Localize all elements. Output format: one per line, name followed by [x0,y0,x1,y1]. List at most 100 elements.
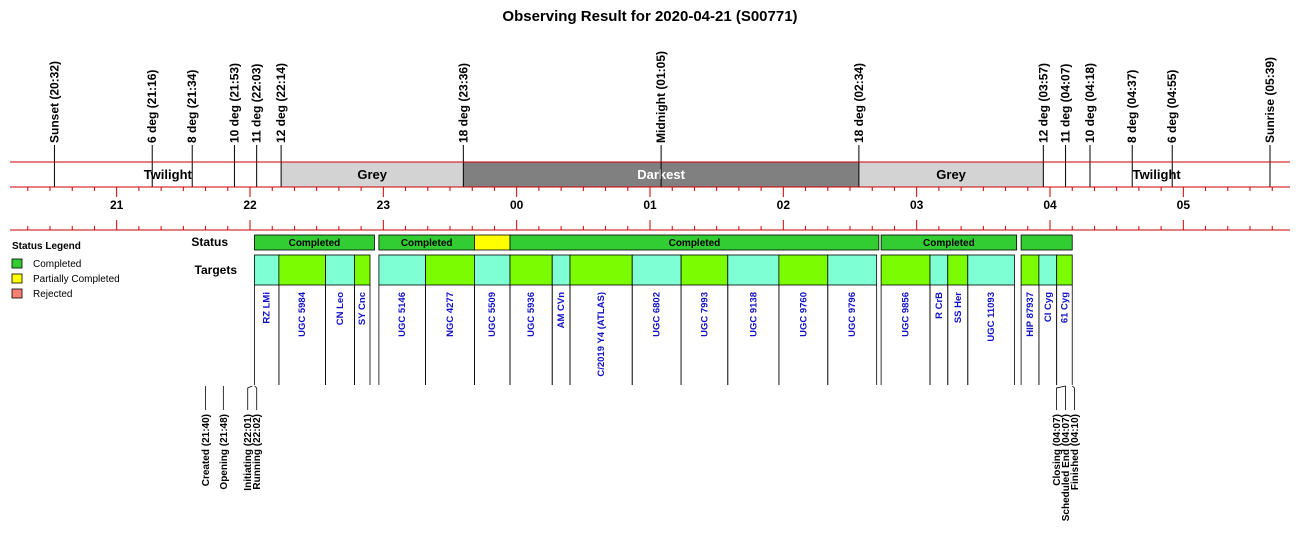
status-segment [509,234,880,251]
sky-band-label: Twilight [1133,167,1182,182]
sky-band-label: Grey [357,167,387,182]
target-block [880,254,931,286]
event-label: 8 deg (04:37) [1125,70,1139,143]
target-name: RZ LMi [262,292,273,324]
event-label: 8 deg (21:34) [185,70,199,143]
target-name: UGC 9760 [798,292,809,337]
status-segment [254,234,375,251]
target-name: R CrB [934,292,945,319]
target-block [1038,254,1058,286]
target-name: UGC 5146 [397,292,408,337]
target-name: CN Leo [335,292,346,325]
target-block [1020,254,1040,286]
twilight-event-markers: Sunset (20:32) 6 deg (21:16) 8 deg (21:34)… [47,51,1277,187]
lifecycle-label: Created (21:40) [201,414,212,486]
target-block [1056,254,1073,286]
lifecycle-label: Running (22:02) [252,414,263,490]
hour-tick-label: 00 [510,198,524,212]
event-label: Sunrise (05:39) [1263,57,1277,143]
sky-band [10,162,55,187]
target-name: UGC 11093 [986,292,997,342]
target-name: UGC 9856 [901,292,912,337]
target-name: UGC 7993 [699,292,710,337]
legend-label: Completed [33,259,81,270]
sky-band-row: Twilight Grey Darkest Grey Twilight [10,162,1290,187]
sky-band [1043,162,1270,187]
event-label: 12 deg (22:14) [274,63,288,143]
target-block [680,254,729,286]
hour-tick-label: 22 [243,198,257,212]
target-name: UGC 9796 [847,292,858,337]
target-block [254,254,280,286]
status-segment [474,234,511,251]
target-block [325,254,355,286]
sky-band-label: Grey [936,167,966,182]
sky-band-label: Twilight [144,167,193,182]
event-label: 6 deg (04:55) [1165,70,1179,143]
lifecycle-markers: Created (21:40) Opening (21:48) Initiating… [201,385,1081,521]
event-label: Midnight (01:05) [654,51,668,143]
sky-band [54,162,282,187]
target-name: UGC 5509 [487,292,498,337]
event-label: 12 deg (03:57) [1036,63,1050,143]
event-label: Sunset (20:32) [47,61,61,143]
hour-tick-label: 23 [377,198,391,212]
target-name: HIP 87937 [1025,292,1036,337]
lifecycle-label: Opening (21:48) [219,414,230,490]
divider-lines [10,161,1290,231]
lifecycle-marker-line [247,385,253,410]
legend-label: Partially Completed [33,274,120,285]
target-block [778,254,829,286]
status-segment [1020,234,1073,251]
lifecycle-marker-line [1071,385,1075,410]
sky-band [858,162,1044,187]
target-name: CI Cyg [1043,292,1054,322]
lifecycle-marker-line [1056,385,1066,410]
status-segment [880,234,1018,251]
sky-band [281,162,464,187]
hour-tick-label: 03 [910,198,924,212]
legend-swatch [11,288,23,299]
sky-band [1270,162,1290,187]
target-name: UGC 5984 [297,291,308,337]
target-name: SY Cnc [357,292,368,325]
hour-tick-label: 02 [777,198,791,212]
event-label: 11 deg (04:07) [1059,64,1073,143]
target-block [967,254,1015,286]
hour-tick-label: 05 [1177,198,1191,212]
target-block [425,254,475,286]
event-label: 10 deg (04:18) [1083,63,1097,143]
event-label: 11 deg (22:03) [250,64,264,143]
target-name: UGC 9138 [748,292,759,337]
target-block [378,254,426,286]
status-row: Completed Completed Completed Completed [254,234,1073,251]
target-name: C/2019 Y4 (ATLAS) [596,292,607,377]
target-name: 61 Cyg [1059,292,1070,323]
target-block [727,254,780,286]
lifecycle-label: Finished (04:10) [1070,414,1081,490]
target-name: UGC 6802 [652,292,663,337]
event-label: 18 deg (02:34) [852,63,866,143]
target-name: UGC 5936 [526,292,537,337]
target-block [509,254,553,286]
target-block [631,254,682,286]
status-segment-label: Completed [923,238,975,249]
target-block [354,254,371,286]
target-block [551,254,571,286]
hour-tick-label: 04 [1043,198,1057,212]
target-name: AM CVn [556,292,567,329]
hour-axis: 21 22 23 00 01 02 03 04 05 [27,187,1273,230]
legend-label: Rejected [33,289,72,300]
lifecycle-marker-line [254,385,258,410]
target-block [278,254,326,286]
target-name: SS Her [953,292,964,323]
event-label: 18 deg (23:36) [456,63,470,143]
target-block [474,254,511,286]
lifecycle-label: Initiating (22:01) [243,414,254,491]
status-segment-label: Completed [401,238,453,249]
status-segment-label: Completed [669,238,721,249]
lifecycle-label: Scheduled End (04:07) [1061,414,1072,521]
status-legend: Status Legend Completed Partially Complet… [11,241,120,300]
hour-tick-label: 21 [110,198,124,212]
